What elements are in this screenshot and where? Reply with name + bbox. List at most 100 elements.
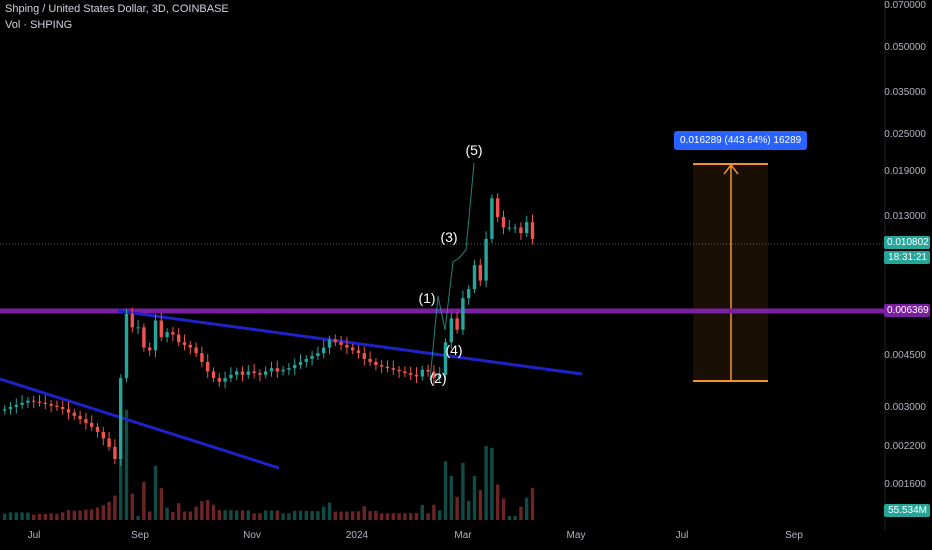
volume-bar — [211, 504, 216, 520]
price-tick: 0.035000 — [884, 87, 926, 98]
volume-bar — [182, 511, 187, 520]
candle-body — [72, 412, 76, 416]
volume-bar — [519, 506, 523, 520]
candle-body — [37, 401, 42, 403]
volume-bar — [345, 511, 349, 520]
volume-bar — [426, 513, 430, 520]
candle-body — [200, 353, 204, 362]
candle-body — [246, 371, 250, 375]
volume-bar — [55, 513, 59, 520]
candle-body — [351, 347, 355, 351]
candle-body — [90, 422, 94, 427]
volume-bar — [124, 410, 129, 520]
volume-indicator-label[interactable]: Vol · SHPING — [5, 19, 73, 31]
volume-bar — [130, 493, 134, 520]
candlesticks — [3, 193, 535, 466]
wave-label-5[interactable]: (5) — [465, 142, 483, 158]
last-price-tag: 0.010802 — [884, 236, 930, 249]
volume-bar — [20, 512, 24, 520]
volume-bar — [153, 465, 158, 520]
volume-bar — [449, 475, 453, 520]
wave-label-1[interactable]: (1) — [418, 290, 436, 306]
candle-body — [310, 356, 314, 359]
price-tick: 0.003000 — [884, 402, 926, 413]
candle-body — [95, 426, 100, 432]
candle-body — [177, 334, 181, 343]
volume-bar — [217, 510, 221, 520]
price-tick: 0.001600 — [884, 479, 926, 490]
candle-body — [49, 403, 53, 406]
candle-body — [43, 402, 47, 404]
candle-body — [362, 353, 366, 359]
volume-bar — [240, 510, 245, 520]
candle-body — [20, 402, 24, 405]
candle-body — [66, 409, 71, 413]
volume-bar — [200, 501, 204, 520]
volume-bar — [84, 509, 88, 520]
candle-body — [409, 373, 413, 375]
candle-body — [130, 314, 134, 328]
time-tick: 2024 — [345, 530, 369, 541]
volume-bar — [194, 506, 198, 520]
candle-body — [403, 371, 407, 374]
volume-bar — [293, 510, 297, 520]
volume-bar — [72, 510, 76, 520]
volume-bar — [304, 510, 308, 520]
candle-body — [3, 409, 7, 411]
volume-bar — [14, 512, 18, 520]
wave-label-2[interactable]: (2) — [429, 370, 447, 386]
elliott-wave-path[interactable] — [429, 162, 475, 381]
volume-bar — [188, 511, 192, 520]
candle-body — [240, 371, 245, 375]
volume-bar — [246, 510, 250, 520]
volume-bar — [61, 512, 65, 520]
volume-bar — [339, 511, 343, 520]
trendline-lower[interactable] — [0, 377, 280, 470]
candle-body — [420, 369, 424, 377]
volume-bar — [310, 511, 314, 520]
volume-bar — [438, 510, 442, 520]
candle-body — [449, 318, 453, 343]
price-tick: 0.002200 — [884, 441, 926, 452]
volume-bar — [403, 513, 407, 520]
volume-bar — [43, 513, 47, 520]
candle-body — [223, 378, 227, 382]
candle-body — [385, 366, 390, 369]
volume-bar — [171, 511, 175, 520]
wave-label-3[interactable]: (3) — [440, 229, 458, 245]
volume-bar — [159, 488, 163, 520]
candle-body — [113, 446, 117, 460]
volume-bar — [206, 500, 210, 520]
candle-body — [461, 298, 465, 330]
volume-bar — [409, 513, 413, 520]
trendline-upper[interactable] — [117, 309, 583, 376]
candle-body — [252, 371, 256, 374]
candle-body — [380, 365, 384, 367]
candle-body — [235, 371, 239, 375]
price-tick: 0.019000 — [884, 166, 926, 177]
volume-bar — [513, 516, 517, 520]
candle-body — [188, 344, 192, 348]
measure-label[interactable]: 0.016289 (443.64%) 16289 — [674, 131, 808, 150]
candle-body — [229, 374, 233, 379]
wave-label-4[interactable]: (4) — [445, 342, 463, 358]
price-tick: 0.025000 — [884, 129, 926, 140]
volume-bar — [252, 513, 256, 520]
volume-bar — [368, 510, 372, 520]
candle-body — [8, 406, 13, 410]
candle-body — [513, 227, 517, 229]
time-tick: Mar — [454, 530, 472, 541]
volume-bar — [443, 461, 448, 520]
volume-bar — [165, 507, 169, 520]
candle-body — [525, 222, 529, 234]
volume-bar — [501, 498, 506, 520]
candle-body — [287, 368, 291, 370]
candle-body — [281, 369, 285, 372]
measure-arrow-head — [723, 163, 739, 175]
volume-bar — [78, 510, 82, 520]
candle-body — [519, 227, 523, 234]
candle-body — [32, 400, 36, 402]
volume-bar — [322, 506, 326, 520]
candle-body — [339, 342, 343, 345]
